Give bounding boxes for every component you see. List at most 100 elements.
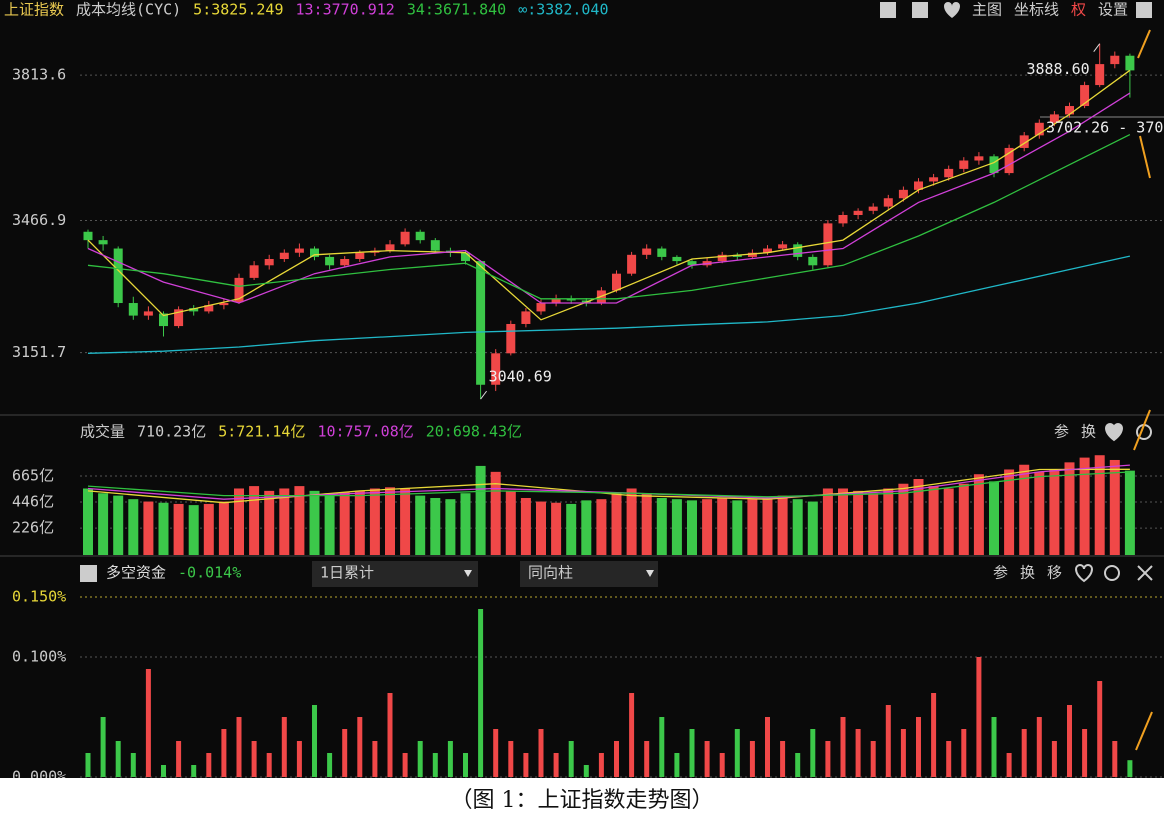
- volume-bar: [1079, 457, 1090, 555]
- candle-body: [506, 323, 516, 354]
- volume-bar: [732, 500, 743, 555]
- candle-body: [1034, 122, 1044, 136]
- volume-bar: [551, 502, 562, 555]
- volume-bar: [883, 488, 894, 555]
- candle-body: [113, 248, 123, 304]
- header-text: 13:3770.912: [295, 1, 394, 19]
- candle-body: [944, 168, 954, 178]
- annotation-leader: [480, 390, 488, 400]
- toolbar-button[interactable]: 设置: [1098, 1, 1128, 19]
- fund-bar: [463, 753, 468, 777]
- volume-bar: [309, 490, 320, 555]
- fund-bar: [508, 741, 514, 777]
- volume-bar: [868, 493, 879, 555]
- volume-bar: [762, 497, 773, 555]
- candle-body: [929, 177, 939, 182]
- candle-body: [159, 313, 168, 327]
- fund-bar: [130, 753, 136, 777]
- fund-bar: [885, 705, 891, 777]
- volume-bar: [641, 493, 652, 555]
- volume-bar: [822, 488, 833, 555]
- volume-bar: [324, 493, 335, 555]
- volume-bar: [626, 488, 637, 555]
- volume-bar: [566, 503, 577, 555]
- fund-bar: [85, 753, 91, 777]
- toolbar-icons[interactable]: [880, 2, 1152, 18]
- fund-bar: [825, 741, 831, 777]
- toolbar-button[interactable]: 主图: [972, 1, 1002, 19]
- fund-bar: [900, 729, 906, 777]
- fund-bar: [719, 753, 725, 777]
- volume-bar: [747, 499, 758, 555]
- fund-bar: [765, 717, 770, 777]
- volume-bar: [385, 487, 395, 555]
- toolbar-button[interactable]: 移: [1047, 564, 1062, 582]
- y-tick-label: 3813.6: [12, 66, 66, 84]
- dropdown-label[interactable]: 同向柱: [528, 564, 573, 582]
- fund-bar: [1112, 741, 1118, 777]
- candle-body: [325, 256, 335, 266]
- volume-bar: [973, 474, 984, 555]
- caption: （图 1：上证指数走势图）: [450, 788, 714, 813]
- volume-bar: [687, 500, 697, 555]
- toolbar-button[interactable]: 坐标线: [1014, 1, 1059, 19]
- candle-body: [883, 198, 893, 207]
- volume-bar: [415, 495, 426, 555]
- volume-bar: [913, 478, 924, 555]
- volume-bar: [1109, 459, 1120, 555]
- dropdown-label[interactable]: 1日累计: [320, 564, 374, 582]
- ma-line: [87, 134, 1131, 300]
- candle-body: [98, 240, 108, 245]
- dropdown-box[interactable]: [520, 561, 658, 587]
- volume-bar: [430, 497, 441, 555]
- fund-bar: [855, 729, 861, 777]
- candle-body: [461, 252, 470, 262]
- volume-bar: [1049, 469, 1060, 555]
- candle-body: [747, 252, 757, 257]
- candle-body: [1065, 106, 1074, 115]
- fund-bar: [704, 741, 710, 777]
- volume-bar: [611, 493, 622, 555]
- fund-bar: [327, 753, 333, 777]
- candle-body: [264, 259, 274, 266]
- volume-bar: [203, 503, 214, 555]
- candle-body: [536, 303, 546, 312]
- volume-bar: [1124, 470, 1135, 555]
- volume-bar: [1034, 471, 1045, 555]
- fund-bar: [538, 729, 544, 777]
- toolbar-button[interactable]: 换: [1081, 423, 1096, 441]
- toolbar-button[interactable]: 参: [993, 564, 1008, 582]
- y-tick-label: 0.100%: [12, 648, 66, 666]
- fund-bar: [976, 657, 982, 777]
- header-text: 多空资金: [106, 564, 166, 582]
- volume-bar: [671, 499, 682, 555]
- fund-bar: [1036, 717, 1042, 777]
- volume-bar: [249, 486, 260, 555]
- candle-body: [279, 252, 289, 260]
- ma-line: [87, 471, 1130, 498]
- fund-bar: [583, 765, 589, 777]
- volume-bar: [1004, 469, 1015, 555]
- fund-bar: [523, 753, 529, 777]
- volume-bar: [536, 501, 546, 555]
- candle-body: [793, 244, 803, 257]
- header-text: 34:3671.840: [407, 1, 506, 19]
- candle-body: [853, 210, 863, 215]
- candle-body: [189, 308, 199, 312]
- candle-body: [1095, 64, 1105, 86]
- volume-bar: [460, 493, 471, 555]
- volume-bar: [777, 495, 788, 555]
- header-text: 20:698.43亿: [426, 423, 522, 441]
- y-tick-label: 226亿: [12, 519, 54, 537]
- fund-bar: [387, 693, 393, 777]
- toolbar-button[interactable]: 换: [1020, 564, 1035, 582]
- fund-bar: [432, 753, 438, 777]
- fund-bar: [734, 729, 740, 777]
- dropdown-box[interactable]: [312, 561, 478, 587]
- help-icon[interactable]: [80, 565, 97, 582]
- fund-bar: [991, 717, 997, 777]
- fund-bar: [1021, 729, 1027, 777]
- fund-bar: [840, 717, 846, 777]
- toolbar-button[interactable]: 参: [1054, 423, 1069, 441]
- toolbar-button[interactable]: 权: [1071, 1, 1086, 19]
